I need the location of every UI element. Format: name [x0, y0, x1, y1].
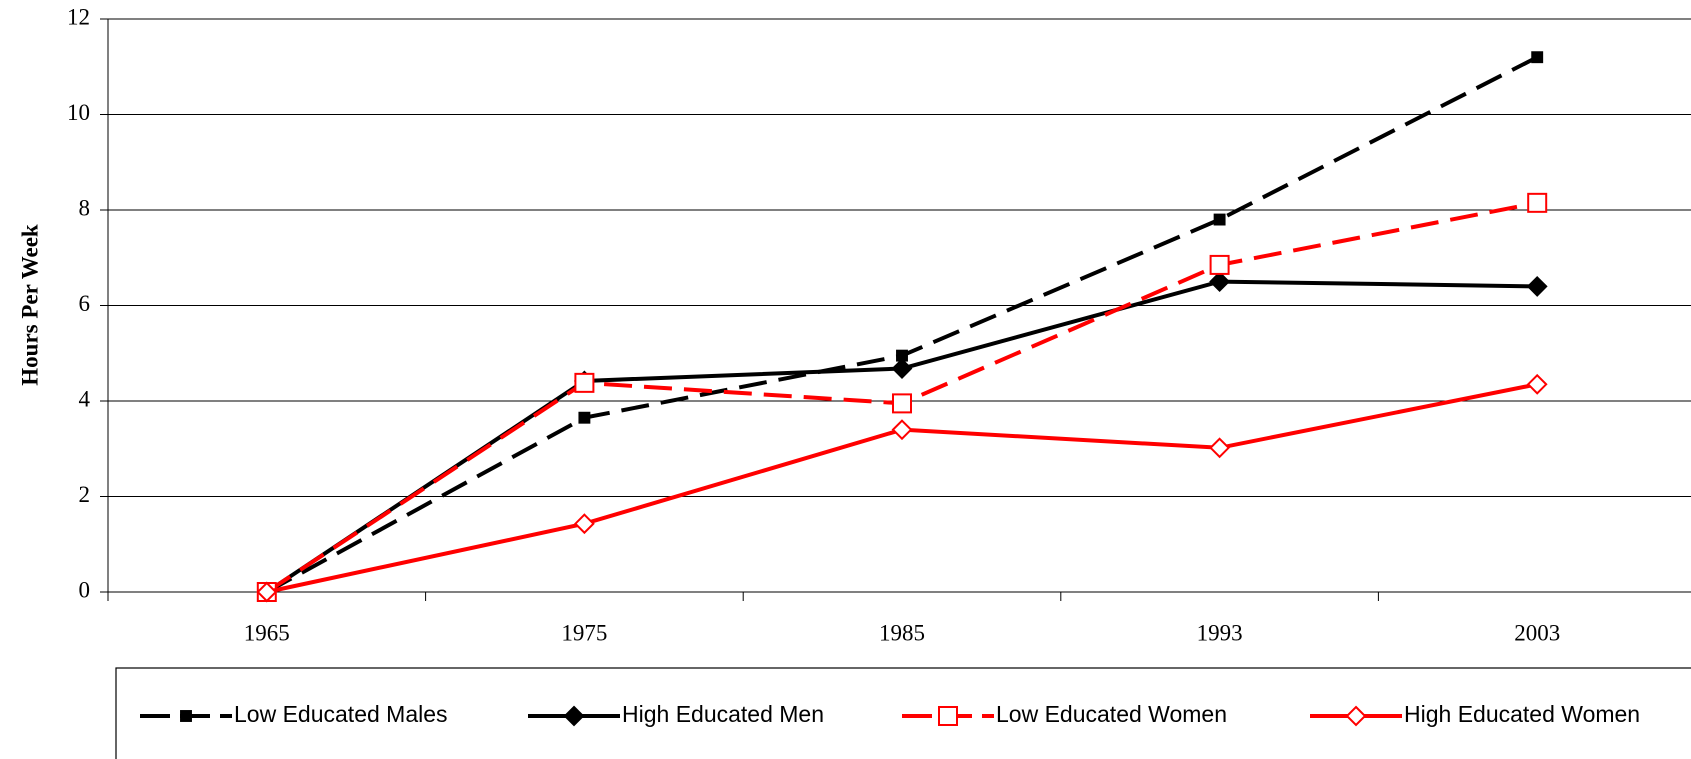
marker: [1213, 213, 1226, 226]
x-tick-label: 1975: [561, 620, 607, 645]
y-tick-label: 12: [67, 4, 90, 29]
y-tick-label: 2: [79, 482, 91, 507]
marker: [574, 372, 595, 393]
legend-label: Low Educated Women: [996, 701, 1227, 727]
y-tick-label: 8: [79, 195, 91, 220]
legend-box: [115, 667, 1691, 759]
marker: [1209, 254, 1230, 275]
legend-label: Low Educated Males: [234, 701, 448, 727]
marker: [180, 710, 192, 722]
series-line: [265, 55, 1539, 594]
x-tick-label: 1993: [1197, 620, 1243, 645]
marker: [1345, 705, 1367, 727]
y-tick-label: 0: [79, 577, 91, 602]
marker: [1531, 51, 1544, 64]
x-tick-label: 2003: [1514, 620, 1560, 645]
marker: [1526, 373, 1548, 395]
x-tick-label: 1985: [879, 620, 925, 645]
legend-label: High Educated Women: [1404, 701, 1640, 727]
marker: [938, 706, 958, 726]
legend-label: High Educated Men: [622, 701, 824, 727]
y-tick-label: 4: [79, 386, 91, 411]
marker: [891, 358, 913, 379]
marker: [563, 705, 585, 727]
marker: [1209, 437, 1231, 459]
x-tick-label: 1965: [244, 620, 290, 645]
marker: [892, 393, 912, 414]
marker: [256, 581, 278, 603]
y-tick-label: 10: [67, 100, 90, 125]
y-tick-label: 6: [79, 291, 91, 316]
marker: [578, 411, 591, 424]
marker: [1527, 192, 1548, 213]
marker: [573, 513, 595, 535]
marker: [1209, 271, 1231, 293]
marker: [891, 419, 913, 441]
marker: [1526, 275, 1548, 297]
y-axis-label: Hours Per Week: [17, 224, 42, 386]
